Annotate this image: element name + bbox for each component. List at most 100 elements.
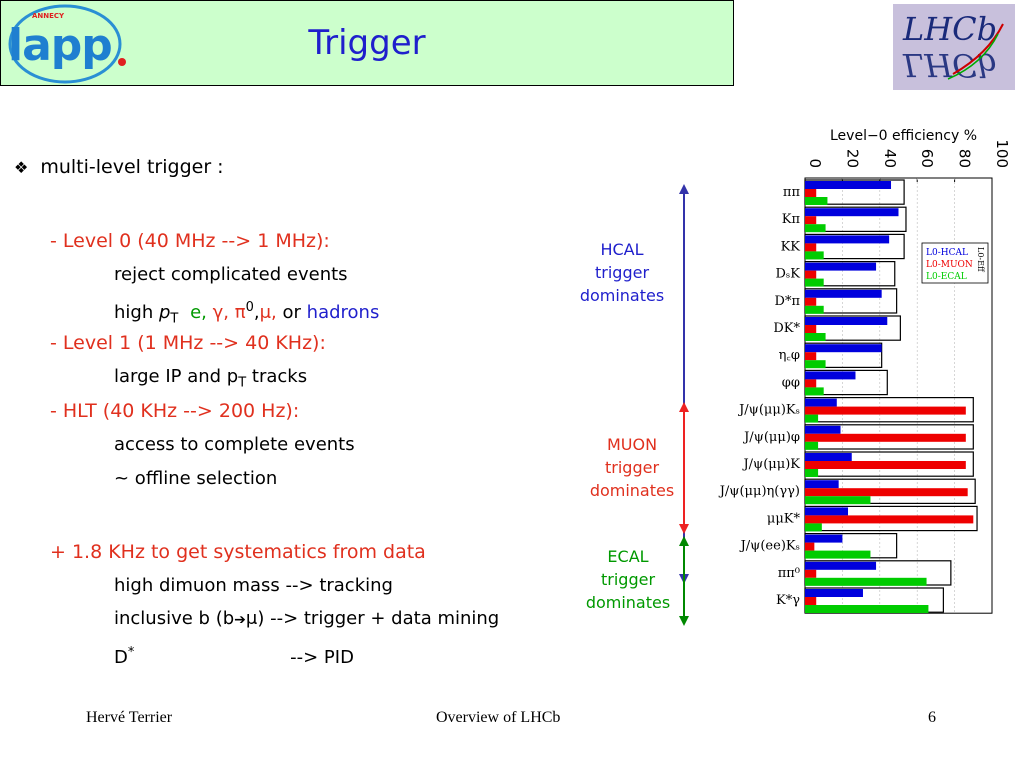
- lapp-logo-top: ANNECY: [32, 12, 65, 20]
- hcal-annotation-line3: dominates: [579, 286, 665, 305]
- extra-line2-b: ) --> trigger + data mining: [257, 608, 500, 629]
- level0-line2-pi: π: [234, 302, 246, 323]
- ecal-bar: [805, 224, 826, 233]
- extra-line3-sup: *: [127, 645, 135, 660]
- ecal-bar: [805, 414, 819, 423]
- category-label: Kπ: [782, 212, 801, 227]
- level0-line2-comma: ,: [253, 302, 260, 323]
- level0-line2: high pT e, γ, π0,μ, or hadrons: [114, 296, 379, 332]
- hcal-bar: [805, 561, 877, 570]
- level0-line1: reject complicated events: [114, 264, 348, 285]
- ecal-bar: [805, 523, 822, 532]
- hcal-bar: [805, 317, 888, 325]
- level0-line2-hadrons: hadrons: [306, 302, 380, 323]
- x-tick-label: 60: [918, 149, 936, 168]
- category-label: D*π: [775, 294, 801, 309]
- muon-bar: [805, 597, 817, 605]
- level1-line1-a: large IP and p: [114, 366, 239, 387]
- hcal-bar: [805, 398, 837, 407]
- hcal-bar: [805, 208, 899, 217]
- lhcb-logo: LHCb LHCb: [893, 4, 1015, 90]
- chart-title: Level−0 efficiency %: [830, 128, 977, 144]
- category-label: ππ: [783, 185, 801, 200]
- level0-line2-T: T: [170, 311, 179, 327]
- extra-line3-D: D: [114, 647, 128, 668]
- ecal-bar: [805, 605, 929, 613]
- category-label: J/ψ(μμ)η(γγ): [718, 484, 800, 499]
- page-number: 6: [928, 709, 936, 726]
- muon-bar: [805, 243, 817, 252]
- ecal-bar: [805, 469, 819, 477]
- ecal-bar: [805, 496, 871, 505]
- ecal-bar: [805, 278, 824, 287]
- hcal-annotation: HCAL trigger dominates: [570, 238, 674, 307]
- level0-efficiency-chart: Level−0 efficiency % 0 20 40 60 80 100 ππ Kπ KK Dₛ…: [718, 128, 1011, 614]
- ecal-annotation-line1: ECAL: [607, 547, 649, 566]
- extra-line1: high dimuon mass --> tracking: [114, 575, 393, 596]
- legend-entry: L0-MUON: [926, 260, 973, 270]
- extra-line2-mu: μ: [245, 608, 258, 629]
- level0-line2-pi-sup: 0: [245, 300, 254, 315]
- ecal-bar: [805, 441, 819, 450]
- muon-annotation-line2: trigger: [604, 458, 660, 477]
- hlt-head: - HLT (40 KHz --> 200 Hz):: [50, 400, 300, 422]
- bullet-text: multi-level trigger :: [40, 156, 224, 178]
- ecal-bar: [805, 197, 828, 205]
- ecal-bar: [805, 577, 927, 586]
- level0-line2-pre: high: [114, 302, 159, 323]
- category-label: DK*: [773, 321, 800, 336]
- ecal-bar: [805, 550, 871, 559]
- muon-bar: [805, 379, 817, 388]
- hcal-bar: [805, 453, 852, 461]
- hcal-bar: [805, 181, 892, 189]
- x-tick-label: 40: [881, 149, 899, 168]
- lhcb-logo-swoosh: [947, 23, 1004, 80]
- ecal-bar: [805, 251, 824, 260]
- extra-line3-b: --> PID: [290, 647, 354, 668]
- footer-title: Overview of LHCb: [436, 709, 561, 726]
- muon-bar: [805, 189, 817, 197]
- legend-entry-eff: L0-Eff: [976, 247, 985, 273]
- category-label: μμK*: [767, 511, 801, 526]
- level0-head: - Level 0 (40 MHz --> 1 MHz):: [50, 230, 330, 252]
- hlt-line2: ~ offline selection: [114, 468, 278, 489]
- category-label: K*γ: [776, 593, 800, 608]
- category-label: ππ⁰: [778, 566, 800, 581]
- ecal-annotation-line3: dominates: [585, 593, 671, 612]
- lapp-logo-text: lapp: [8, 20, 113, 71]
- hcal-bar: [805, 507, 849, 516]
- extra-line2-a: inclusive b (b: [114, 608, 235, 629]
- level0-line2-gamma: γ,: [212, 302, 229, 323]
- muon-bar: [805, 569, 817, 578]
- level1-line1-T: T: [238, 375, 247, 391]
- muon-bar: [805, 216, 817, 225]
- ecal-bar: [805, 333, 826, 341]
- muon-annotation-line3: dominates: [589, 481, 675, 500]
- level1-line1-b: tracks: [246, 366, 308, 387]
- muon-bar: [805, 461, 966, 469]
- ecal-arrow: [679, 536, 689, 626]
- level1-line1: large IP and pT tracks: [114, 365, 307, 396]
- hcal-bar: [805, 480, 839, 489]
- muon-bar: [805, 325, 817, 333]
- slide-title: Trigger: [308, 23, 426, 63]
- footer-author: Hervé Terrier: [86, 709, 173, 726]
- category-label: J/ψ(μμ)K: [741, 457, 800, 472]
- extra-line2: inclusive b (b➔μ) --> trigger + data min…: [114, 607, 499, 632]
- muon-annotation: MUON trigger dominates: [580, 433, 684, 502]
- extra-head: + 1.8 KHz to get systematics from data: [50, 541, 426, 563]
- muon-bar: [805, 352, 817, 361]
- level0-line2-e: e,: [190, 302, 207, 323]
- category-label: J/ψ(μμ)Kₛ: [737, 403, 800, 418]
- title-box: Trigger: [0, 0, 734, 86]
- x-tick-label: 0: [806, 158, 824, 168]
- arrow-icon: ➔: [234, 612, 246, 628]
- level1-head: - Level 1 (1 MHz --> 40 KHz):: [50, 332, 326, 354]
- muon-bar: [805, 542, 815, 551]
- hcal-bar: [805, 589, 863, 597]
- extra-line3: D* --> PID: [114, 641, 354, 670]
- ecal-annotation-line2: trigger: [600, 570, 656, 589]
- ecal-bar: [805, 360, 826, 369]
- level0-line2-mu: μ,: [259, 302, 277, 323]
- legend-box: [921, 242, 989, 284]
